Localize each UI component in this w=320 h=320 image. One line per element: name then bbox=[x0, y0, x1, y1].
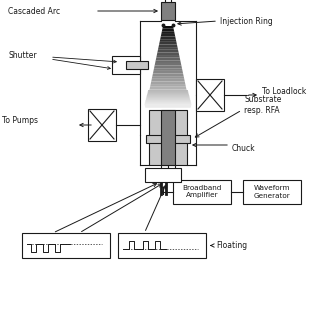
Bar bbox=[243, 180, 301, 204]
Polygon shape bbox=[150, 84, 186, 87]
Polygon shape bbox=[147, 94, 189, 98]
Text: Waveform
Generator: Waveform Generator bbox=[254, 186, 290, 198]
Bar bbox=[88, 109, 116, 141]
Polygon shape bbox=[144, 104, 192, 108]
Polygon shape bbox=[145, 102, 191, 107]
Polygon shape bbox=[156, 55, 180, 58]
Polygon shape bbox=[155, 63, 181, 66]
Text: Chuck: Chuck bbox=[232, 143, 256, 153]
Text: Substrate
resp. RFA: Substrate resp. RFA bbox=[244, 95, 281, 115]
Polygon shape bbox=[145, 100, 191, 104]
Polygon shape bbox=[145, 101, 191, 105]
Bar bbox=[161, 110, 175, 165]
Polygon shape bbox=[149, 87, 187, 89]
Text: To Pumps: To Pumps bbox=[2, 116, 38, 124]
Polygon shape bbox=[157, 50, 179, 52]
Polygon shape bbox=[160, 39, 176, 42]
Polygon shape bbox=[147, 92, 189, 97]
Bar bbox=[112, 56, 140, 74]
Bar bbox=[146, 135, 190, 143]
Polygon shape bbox=[158, 47, 178, 50]
Polygon shape bbox=[149, 89, 187, 92]
Bar bbox=[149, 110, 187, 165]
Polygon shape bbox=[146, 98, 190, 101]
Text: Floating: Floating bbox=[216, 241, 247, 250]
Polygon shape bbox=[151, 79, 185, 82]
Polygon shape bbox=[152, 76, 184, 79]
Bar bbox=[22, 233, 110, 258]
Polygon shape bbox=[157, 52, 179, 55]
Polygon shape bbox=[160, 36, 176, 39]
Polygon shape bbox=[152, 74, 184, 76]
Polygon shape bbox=[159, 42, 177, 44]
Polygon shape bbox=[154, 66, 182, 68]
Polygon shape bbox=[155, 60, 181, 63]
Polygon shape bbox=[161, 34, 175, 36]
Text: Cascaded Arc: Cascaded Arc bbox=[8, 6, 60, 15]
Polygon shape bbox=[148, 90, 188, 94]
Polygon shape bbox=[151, 82, 185, 84]
Bar bbox=[145, 168, 181, 182]
Polygon shape bbox=[147, 95, 189, 99]
Polygon shape bbox=[146, 96, 190, 100]
Polygon shape bbox=[158, 44, 178, 47]
Polygon shape bbox=[161, 31, 175, 34]
Text: Broadband
Amplifier: Broadband Amplifier bbox=[182, 186, 222, 198]
Text: Shutter: Shutter bbox=[8, 51, 36, 60]
Polygon shape bbox=[163, 26, 173, 29]
Bar bbox=[161, 2, 175, 20]
Text: To Loadlock: To Loadlock bbox=[262, 86, 306, 95]
Polygon shape bbox=[146, 99, 190, 103]
Polygon shape bbox=[156, 58, 180, 60]
Polygon shape bbox=[162, 29, 174, 31]
Bar bbox=[196, 79, 224, 111]
Polygon shape bbox=[148, 91, 188, 95]
Bar bbox=[173, 180, 231, 204]
Polygon shape bbox=[153, 71, 183, 74]
Bar bbox=[118, 233, 206, 258]
Text: Injection Ring: Injection Ring bbox=[220, 17, 273, 26]
Polygon shape bbox=[154, 68, 182, 71]
Bar bbox=[126, 61, 148, 69]
